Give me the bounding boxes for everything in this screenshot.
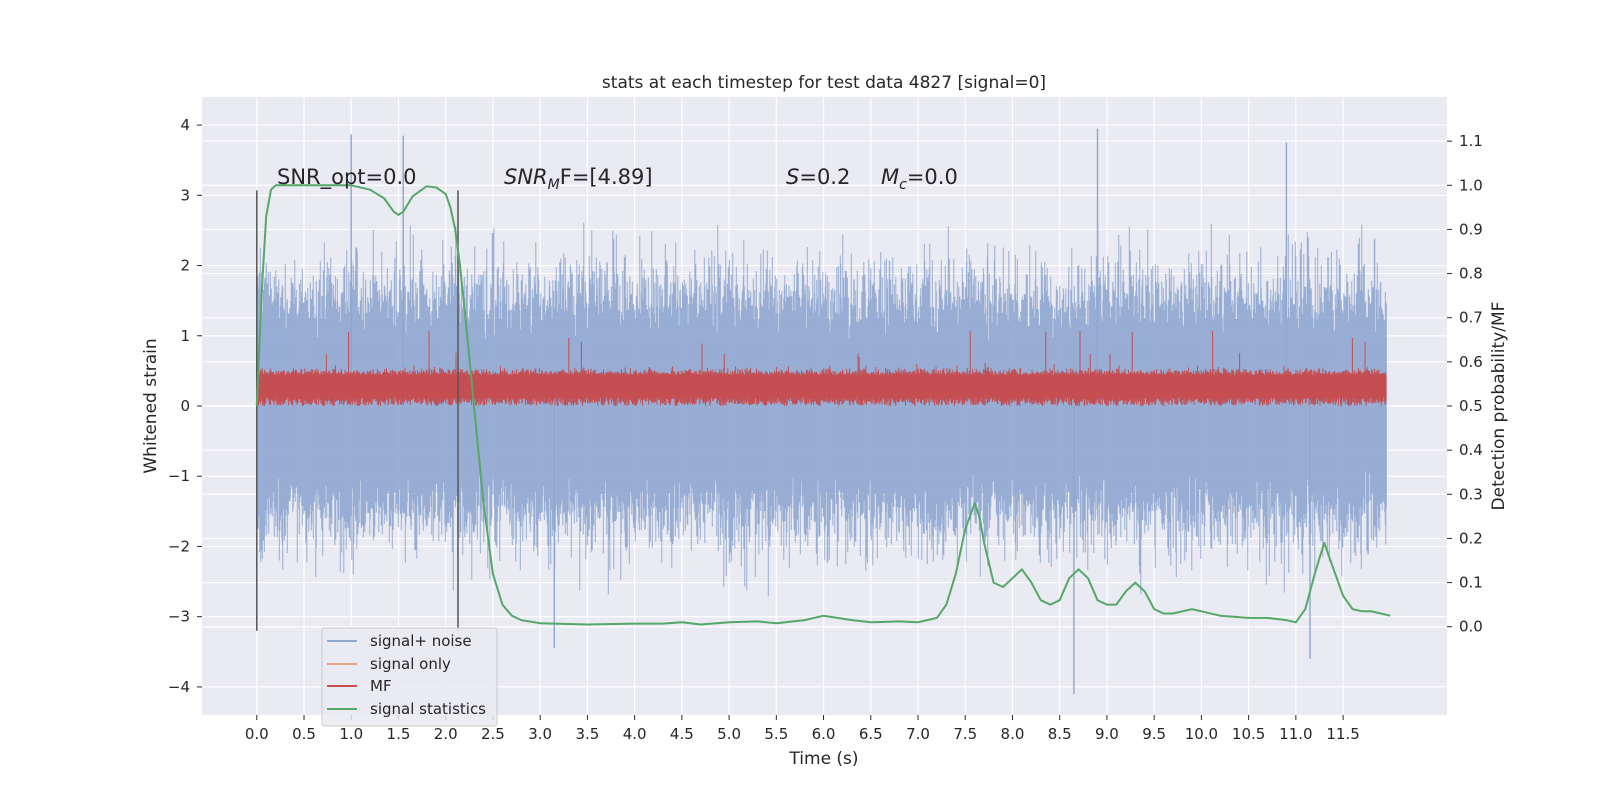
annotation-s: S=0.2 — [786, 165, 850, 189]
y-left-tick-labels: −4 −3 −2 −1 0 1 2 3 4 — [168, 116, 202, 696]
y-left-tick-label: −4 — [168, 678, 190, 696]
x-tick-label: 3.5 — [575, 725, 599, 743]
legend-label-mf: MF — [370, 677, 392, 695]
y-right-tick-label: 1.1 — [1459, 132, 1483, 150]
snr-mf-suffix: F=[4.89] — [560, 165, 653, 189]
x-tick-label: 7.5 — [953, 725, 977, 743]
y-left-tick-label: 4 — [180, 116, 190, 134]
y-right-tick-label: 0.4 — [1459, 441, 1483, 459]
annotation-snr-mf: SNRMF=[4.89] — [504, 165, 653, 193]
y-axis-label-left: Whitened strain — [141, 338, 161, 473]
annotation-snr-opt: SNR_opt=0.0 — [277, 165, 417, 190]
x-tick-label: 4.0 — [623, 725, 647, 743]
snr-mf-sub: M — [548, 177, 560, 193]
y-left-tick-label: −3 — [168, 608, 190, 626]
x-tick-label: 1.0 — [339, 725, 363, 743]
x-tick-labels: 0.0 0.5 1.0 1.5 2.0 2.5 3.0 3.5 4.0 4.5 5.0 5.5 6.0 6… — [245, 715, 1360, 743]
s-symbol: S — [786, 165, 799, 189]
legend: signal+ noise signal only MF signal stat… — [321, 627, 498, 727]
x-tick-label: 6.0 — [812, 725, 836, 743]
x-tick-label: 5.5 — [764, 725, 788, 743]
x-tick-label: 9.0 — [1095, 725, 1119, 743]
signal-statistics-series — [255, 184, 1391, 626]
mc-value: =0.0 — [907, 165, 958, 189]
y-right-tick-label: 0.5 — [1459, 397, 1483, 415]
x-tick-label: 11.0 — [1279, 725, 1312, 743]
y-right-tick-label: 0.6 — [1459, 353, 1483, 371]
x-tick-label: 7.0 — [906, 725, 930, 743]
legend-label-signal-statistics: signal statistics — [370, 700, 486, 718]
x-tick-label: 8.5 — [1048, 725, 1072, 743]
y-right-tick-label: 0.3 — [1459, 485, 1483, 503]
mc-symbol: M — [881, 165, 899, 189]
legend-box — [321, 627, 498, 727]
x-tick-label: 2.5 — [481, 725, 505, 743]
x-axis-label: Time (s) — [788, 749, 858, 769]
noise-peaks — [350, 128, 1311, 694]
y-left-tick-label: −1 — [168, 467, 190, 485]
y-right-tick-label: 0.0 — [1459, 618, 1483, 636]
annotation-mc: Mc=0.0 — [881, 165, 958, 193]
y-left-tick-label: 1 — [180, 327, 190, 345]
x-tick-label: 8.0 — [1001, 725, 1025, 743]
x-tick-label: 6.5 — [859, 725, 883, 743]
x-tick-label: 10.5 — [1232, 725, 1265, 743]
x-tick-label: 4.5 — [670, 725, 694, 743]
marker-lines — [256, 190, 459, 631]
snr-mf-prefix: SNR — [504, 165, 548, 189]
mc-sub: c — [899, 177, 907, 193]
legend-label-signal-noise: signal+ noise — [370, 632, 472, 650]
y-axis-label-right: Detection probability/MF — [1489, 302, 1509, 511]
y-right-tick-label: 0.1 — [1459, 574, 1483, 592]
x-tick-label: 1.5 — [387, 725, 411, 743]
y-left-tick-label: 3 — [180, 186, 190, 204]
y-left-tick-label: −2 — [168, 537, 190, 555]
y-right-tick-label: 1.0 — [1459, 176, 1483, 194]
y-left-tick-label: 0 — [180, 397, 190, 415]
legend-label-signal-only: signal only — [370, 655, 451, 673]
s-value: =0.2 — [799, 165, 850, 189]
y-right-tick-labels: 0.0 0.1 0.2 0.3 0.4 0.5 0.6 0.7 0.8 0.9 1.0 1.1 — [1447, 132, 1483, 636]
y-right-tick-label: 0.9 — [1459, 220, 1483, 238]
y-right-tick-label: 0.8 — [1459, 265, 1483, 283]
x-tick-label: 10.0 — [1185, 725, 1218, 743]
y-right-tick-label: 0.7 — [1459, 309, 1483, 327]
x-tick-label: 0.5 — [292, 725, 316, 743]
x-tick-label: 11.5 — [1326, 725, 1359, 743]
chart-title: stats at each timestep for test data 482… — [602, 73, 1046, 93]
y-left-tick-label: 2 — [180, 257, 190, 275]
x-tick-label: 2.0 — [434, 725, 458, 743]
x-tick-label: 0.0 — [245, 725, 269, 743]
x-tick-label: 3.0 — [528, 725, 552, 743]
statistics-line — [255, 184, 1391, 626]
x-tick-label: 9.5 — [1142, 725, 1166, 743]
x-tick-label: 5.0 — [717, 725, 741, 743]
y-right-tick-label: 0.2 — [1459, 529, 1483, 547]
